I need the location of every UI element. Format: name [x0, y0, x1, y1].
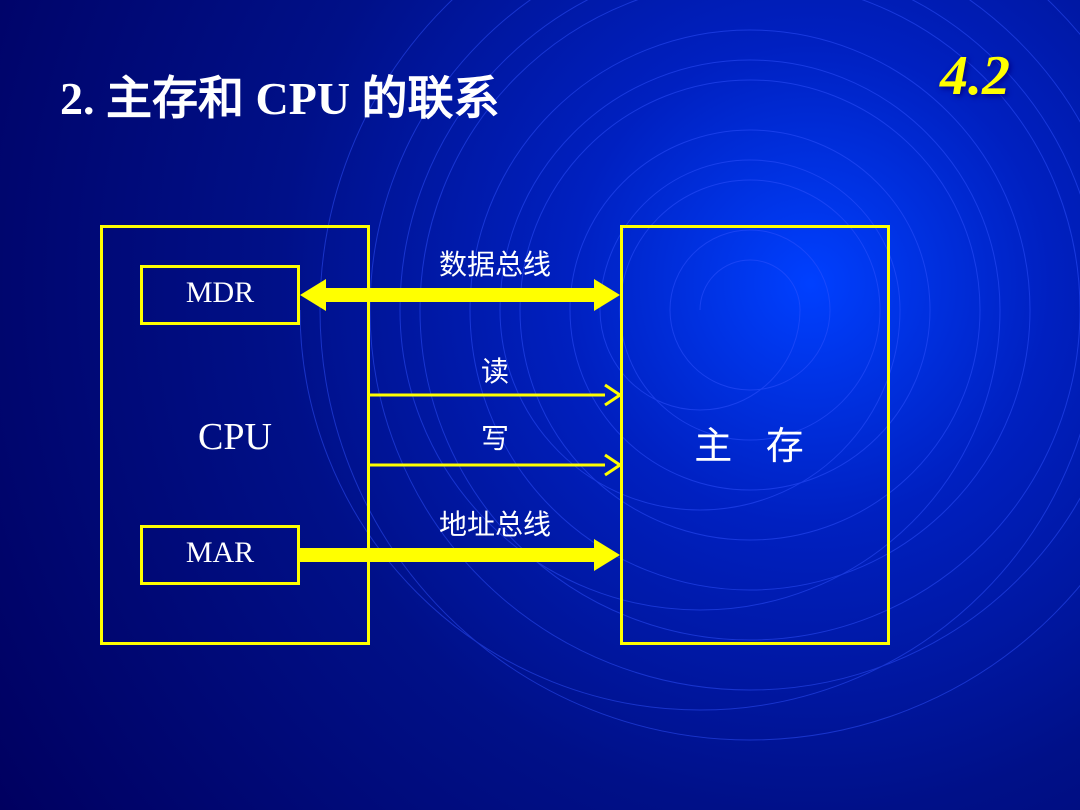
slide-root: 4.2 2. 主存和 CPU 的联系 CPU MDR MAR 主 存 [0, 0, 1080, 810]
write-label: 写 [370, 417, 620, 457]
section-number: 4.2 [940, 44, 1010, 108]
address-bus-arrow [300, 539, 620, 571]
address-bus-label: 地址总线 [370, 503, 620, 543]
diagram-area: CPU MDR MAR 主 存 [100, 225, 900, 675]
write-arrow [370, 455, 620, 475]
read-label: 读 [370, 350, 620, 390]
slide-title: 2. 主存和 CPU 的联系 [60, 62, 500, 128]
data-bus-label: 数据总线 [370, 243, 620, 283]
data-bus-arrow [300, 279, 620, 311]
